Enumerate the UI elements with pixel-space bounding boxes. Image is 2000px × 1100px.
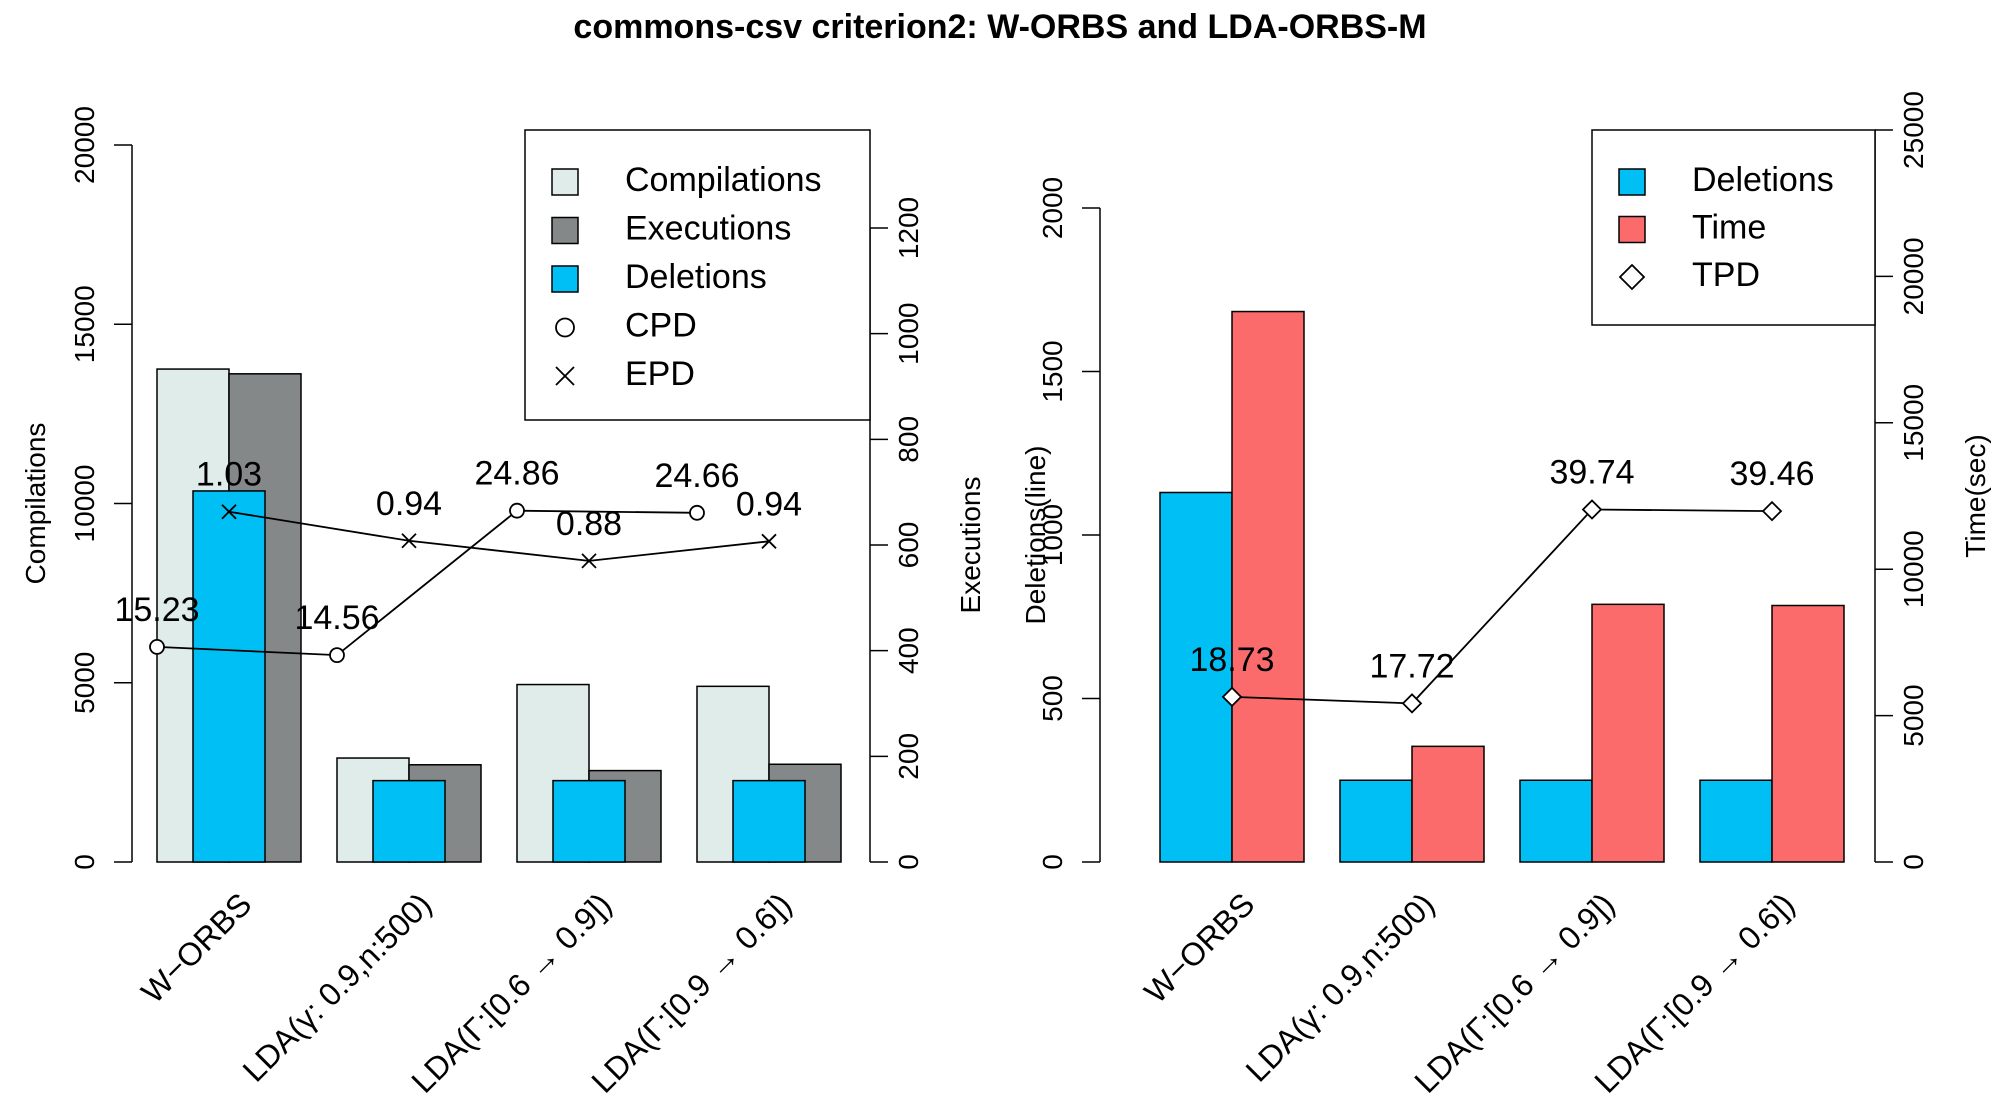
category-label-1: LDA(γ: 0.9,n:500) (1239, 886, 1442, 1089)
label-epd-0: 1.03 (196, 456, 262, 494)
right-tick-label-3: 15000 (1898, 384, 1929, 462)
line-tpd (1231, 508, 1773, 705)
marker-tpd-1 (1401, 693, 1423, 714)
bar-deletions-2 (552, 779, 626, 863)
right-tick-label-2: 400 (893, 627, 924, 674)
legend-swatch-deletions (1618, 168, 1646, 196)
marker-cpd-2 (509, 502, 525, 519)
legend-swatch-deletions (551, 265, 579, 293)
category-label-2: LDA(Γ:[0.6 → 0.9]) (1407, 886, 1621, 1100)
bar-deletions-3 (1699, 779, 1773, 863)
left-panel: 15.23 14.56 24.86 24.66 1.03 0.94 0.88 0.94 0 500… (20, 106, 986, 1100)
category-label-1: LDA(γ: 0.9,n:500) (236, 886, 439, 1089)
bar-deletions-0 (192, 490, 266, 863)
marker-epd-2 (581, 553, 597, 569)
right-tick-label-4: 800 (893, 416, 924, 463)
legend-swatch-cpd (555, 317, 575, 338)
legend-box (524, 129, 871, 421)
left-tick-label-0: 0 (69, 854, 100, 870)
left-tick-label-2: 10000 (69, 465, 100, 543)
line-epd (228, 510, 770, 562)
category-label-0: W−ORBS (1137, 886, 1261, 1010)
left-tick-label-1: 500 (1037, 675, 1068, 722)
marker-epd-1 (401, 533, 417, 549)
label-tpd-2: 39.74 (1549, 453, 1634, 491)
right-tick-label-5: 1000 (893, 303, 924, 365)
label-tpd-1: 17.72 (1369, 647, 1454, 685)
bar-time-3 (1771, 604, 1845, 863)
bar-time-0 (1231, 310, 1305, 863)
line-cpd (156, 509, 698, 657)
legend-label-tpd: TPD (1692, 256, 1760, 294)
legend-label-time: Time (1692, 208, 1766, 246)
legend-swatch-executions (551, 216, 579, 245)
left-axis-label: Deletions(line) (1020, 446, 1051, 625)
left-tick-label-4: 2000 (1037, 177, 1068, 239)
bar-time-2 (1591, 603, 1665, 863)
legend-label-deletions: Deletions (625, 258, 767, 296)
right-tick-label-0: 0 (1898, 854, 1929, 870)
legend-swatch-compilations (551, 168, 579, 196)
right-panel: 18.73 17.72 39.74 39.46 0 500 1000 1500 2000 Dele… (1020, 91, 1991, 1100)
legend-label-epd: EPD (625, 355, 695, 393)
legend-label-executions: Executions (625, 209, 791, 247)
marker-tpd-2 (1581, 499, 1603, 520)
label-cpd-3: 24.66 (654, 457, 739, 495)
bar-time-1 (1411, 745, 1485, 863)
right-tick-label-0: 0 (893, 854, 924, 870)
marker-epd-0 (221, 504, 237, 520)
category-label-3: LDA(Γ:[0.9 → 0.6]) (584, 886, 798, 1100)
marker-cpd-1 (329, 647, 345, 664)
bar-deletions-1 (372, 779, 446, 863)
legend-label-deletions: Deletions (1692, 161, 1834, 199)
right-tick-label-2: 10000 (1898, 530, 1929, 608)
right-tick-label-1: 200 (893, 733, 924, 780)
category-label-0: W−ORBS (134, 886, 258, 1010)
label-tpd-3: 39.46 (1729, 455, 1814, 493)
marker-tpd-0 (1221, 686, 1243, 708)
label-cpd-1: 14.56 (294, 599, 379, 637)
left-tick-label-1: 5000 (69, 652, 100, 714)
left-axis-label: Compilations (20, 423, 51, 585)
label-epd-1: 0.94 (376, 485, 442, 523)
legend-swatch-tpd (1618, 263, 1646, 291)
bar-deletions-0 (1159, 491, 1233, 863)
left-tick-label-3: 1500 (1037, 340, 1068, 402)
right-tick-label-1: 5000 (1898, 684, 1929, 746)
marker-epd-3 (761, 533, 777, 549)
label-cpd-2: 24.86 (474, 455, 559, 493)
right-axis-label: Time(sec) (1960, 434, 1991, 557)
chart-title: commons-csv criterion2: W-ORBS and LDA-O… (573, 8, 1427, 46)
bar-deletions-1 (1339, 779, 1413, 863)
category-label-3: LDA(Γ:[0.9 → 0.6]) (1587, 886, 1801, 1100)
category-label-2: LDA(Γ:[0.6 → 0.9]) (404, 886, 618, 1100)
right-tick-label-5: 25000 (1898, 91, 1929, 169)
right-tick-label-6: 1200 (893, 197, 924, 259)
marker-cpd-3 (689, 504, 705, 521)
legend-label-compilations: Compilations (625, 161, 822, 199)
bar-deletions-3 (732, 779, 806, 863)
right-tick-label-4: 20000 (1898, 237, 1929, 315)
left-tick-label-0: 0 (1037, 854, 1068, 870)
right-axis-label: Executions (955, 477, 986, 614)
label-cpd-0: 15.23 (114, 591, 199, 629)
label-epd-2: 0.88 (556, 505, 622, 543)
legend-label-cpd: CPD (625, 306, 697, 344)
label-epd-3: 0.94 (736, 485, 802, 523)
left-tick-label-4: 20000 (69, 106, 100, 184)
marker-cpd-0 (149, 639, 165, 655)
marker-tpd-3 (1761, 500, 1783, 522)
left-tick-label-3: 15000 (69, 285, 100, 363)
right-tick-label-3: 600 (893, 522, 924, 569)
legend-swatch-time (1618, 215, 1646, 244)
legend-swatch-epd (555, 366, 575, 386)
label-tpd-0: 18.73 (1189, 641, 1274, 679)
left-tick-label-2: 1000 (1037, 504, 1068, 566)
bar-deletions-2 (1519, 779, 1593, 863)
